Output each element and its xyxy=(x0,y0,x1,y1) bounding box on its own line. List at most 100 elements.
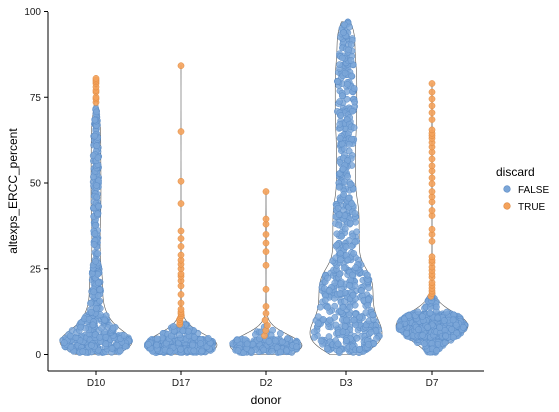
point-false xyxy=(336,290,344,297)
point-false xyxy=(272,337,279,345)
point-false xyxy=(341,225,349,233)
point-false xyxy=(144,340,152,348)
point-false xyxy=(94,292,102,299)
point-true xyxy=(92,75,100,82)
point-false xyxy=(459,324,467,331)
legend-title: discard xyxy=(496,165,535,179)
point-false xyxy=(91,116,99,124)
point-false xyxy=(339,165,347,173)
point-true xyxy=(428,188,436,195)
point-false xyxy=(353,228,360,236)
y-tick-label: 25 xyxy=(30,264,42,275)
point-true xyxy=(428,253,436,261)
point-false xyxy=(356,345,364,353)
point-false xyxy=(337,280,345,287)
point-false xyxy=(93,142,101,149)
point-false xyxy=(102,333,110,341)
point-true xyxy=(428,162,436,170)
point-false xyxy=(168,332,175,340)
point-false xyxy=(346,303,354,311)
point-false xyxy=(337,256,344,264)
point-false xyxy=(343,337,350,345)
point-false xyxy=(77,323,85,331)
point-false xyxy=(350,250,358,257)
x-axis-ticks: D10 D17 D2 D3 D7 xyxy=(87,371,439,389)
point-false xyxy=(198,347,206,355)
point-false xyxy=(339,303,347,311)
point-false xyxy=(440,317,448,324)
point-false xyxy=(94,250,102,257)
point-false xyxy=(283,347,291,355)
y-axis-title: altexps_ERCC_percent xyxy=(6,128,20,254)
point-true xyxy=(177,128,185,135)
point-false xyxy=(314,320,322,327)
point-false xyxy=(204,334,212,342)
point-false xyxy=(93,108,100,116)
y-tick-label: 100 xyxy=(24,7,41,18)
point-true xyxy=(428,116,436,123)
point-false xyxy=(177,345,184,353)
point-false xyxy=(365,284,372,292)
legend-swatch-true xyxy=(503,202,511,210)
point-false xyxy=(314,313,322,321)
point-false xyxy=(284,335,291,342)
point-false xyxy=(333,241,341,249)
point-false xyxy=(108,345,116,352)
point-false xyxy=(317,337,325,345)
point-false xyxy=(358,287,365,295)
point-false xyxy=(293,343,300,351)
point-true xyxy=(262,188,270,195)
point-true xyxy=(428,88,436,96)
point-true xyxy=(261,316,269,324)
y-tick-label: 75 xyxy=(30,93,42,104)
x-tick-label: D10 xyxy=(87,378,106,389)
point-false xyxy=(92,222,99,229)
point-true xyxy=(262,285,270,293)
point-false xyxy=(343,316,350,324)
point-false xyxy=(335,211,343,218)
point-false xyxy=(331,302,339,310)
point-false xyxy=(365,341,372,348)
point-false xyxy=(344,173,351,180)
point-false xyxy=(336,98,343,105)
point-false xyxy=(364,271,371,279)
x-tick-label: D7 xyxy=(426,378,439,389)
point-false xyxy=(353,334,361,342)
point-false xyxy=(337,112,345,119)
point-false xyxy=(153,335,161,343)
point-false xyxy=(96,286,104,294)
point-false xyxy=(345,194,353,202)
point-false xyxy=(338,54,346,62)
x-tick-label: D17 xyxy=(172,378,191,389)
point-false xyxy=(341,69,349,77)
points-layer xyxy=(59,18,469,357)
point-true xyxy=(262,309,270,317)
point-false xyxy=(265,338,273,345)
point-true xyxy=(262,303,270,310)
point-false xyxy=(91,132,99,140)
point-false xyxy=(367,328,375,336)
point-false xyxy=(334,204,342,212)
point-true xyxy=(428,102,436,110)
point-false xyxy=(419,313,426,320)
point-false xyxy=(349,107,356,115)
point-false xyxy=(197,340,204,347)
legend-label-true: TRUE xyxy=(518,202,546,213)
point-false xyxy=(436,324,443,331)
point-false xyxy=(170,322,177,330)
point-false xyxy=(90,288,98,296)
point-false xyxy=(342,243,350,251)
point-false xyxy=(316,303,324,311)
point-true xyxy=(177,305,185,313)
legend-swatch-false xyxy=(503,185,511,193)
point-false xyxy=(94,210,102,218)
point-false xyxy=(153,341,161,349)
point-true xyxy=(428,207,436,214)
point-false xyxy=(345,140,353,148)
point-false xyxy=(424,323,431,331)
point-false xyxy=(88,342,95,349)
point-false xyxy=(332,321,340,329)
point-false xyxy=(346,282,353,289)
point-false xyxy=(95,203,103,210)
